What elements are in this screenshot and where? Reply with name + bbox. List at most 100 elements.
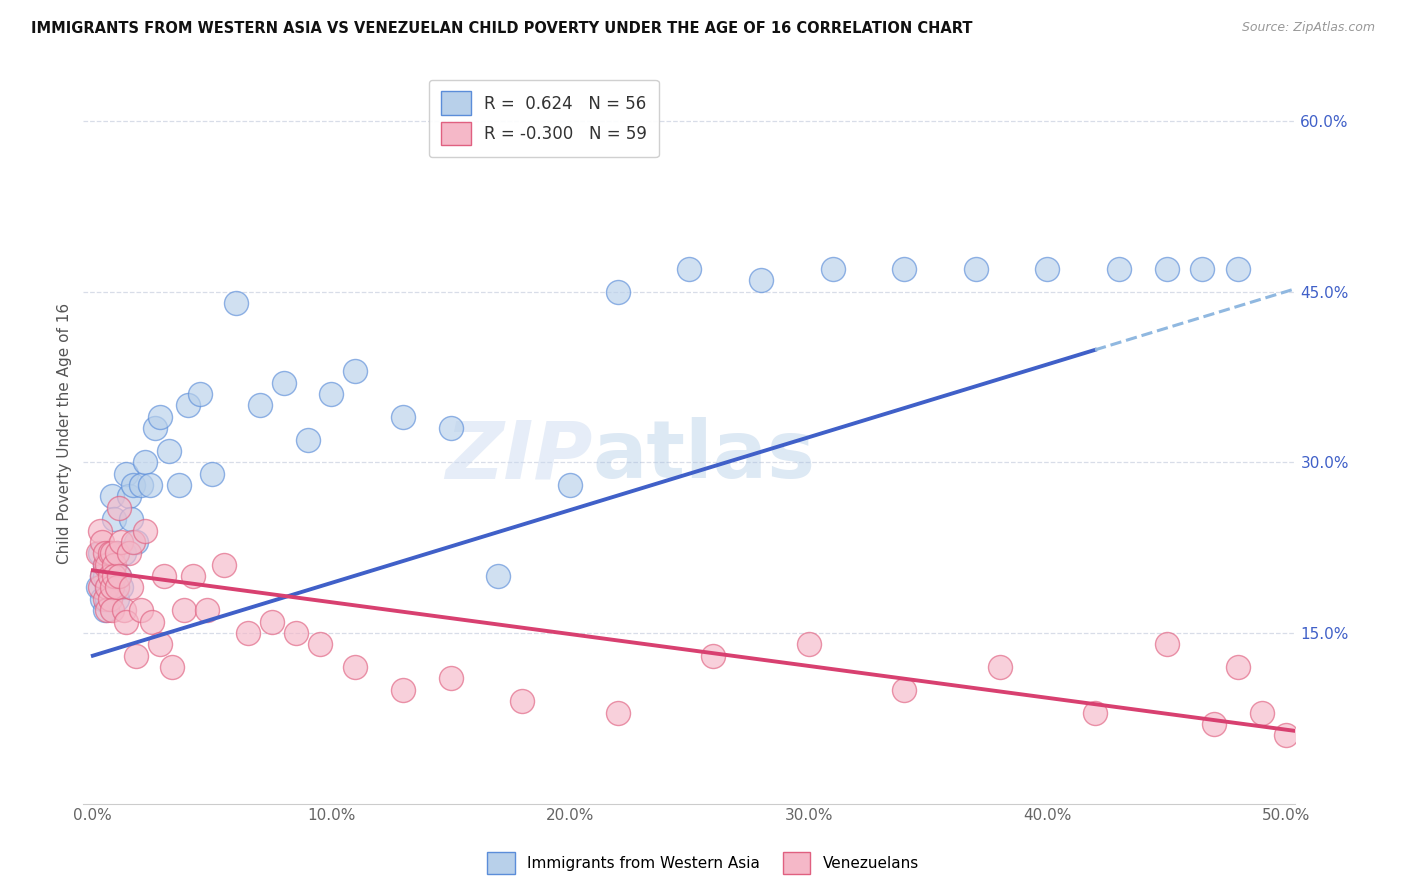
Point [1191,261,1213,276]
Point [115,467,138,481]
Point [101,546,124,560]
Y-axis label: Child Poverty Under the Age of 16: Child Poverty Under the Age of 16 [58,303,72,565]
Point [86,581,108,595]
Point [344,364,367,378]
Point [89,581,111,595]
Point [440,672,463,686]
Point [1156,261,1178,276]
Point [105,546,128,560]
Point [1227,261,1250,276]
Text: Source: ZipAtlas.com: Source: ZipAtlas.com [1241,21,1375,34]
Point [96,591,118,606]
Legend: Immigrants from Western Asia, Venezuelans: Immigrants from Western Asia, Venezuelan… [481,846,925,880]
Point [120,581,142,595]
Point [167,478,190,492]
Point [749,273,772,287]
Point [96,558,118,572]
Point [110,581,132,595]
Point [297,433,319,447]
Point [105,591,128,606]
Point [125,648,148,663]
Point [91,569,114,583]
Point [606,285,628,299]
Point [195,603,218,617]
Point [284,626,307,640]
Point [797,637,820,651]
Point [160,660,183,674]
Point [134,455,156,469]
Point [94,603,117,617]
Point [108,569,131,583]
Point [86,546,108,560]
Point [98,546,121,560]
Point [98,569,121,583]
Point [893,261,915,276]
Point [260,615,283,629]
Point [120,512,142,526]
Point [308,637,330,651]
Point [117,490,139,504]
Point [94,591,117,606]
Point [1156,637,1178,651]
Point [1275,728,1298,742]
Point [91,535,114,549]
Point [112,546,135,560]
Point [201,467,224,481]
Point [1084,706,1107,720]
Point [98,569,121,583]
Point [96,581,118,595]
Point [101,490,124,504]
Point [188,387,211,401]
Point [115,615,138,629]
Point [344,660,367,674]
Point [129,603,152,617]
Point [103,569,125,583]
Point [139,478,162,492]
Point [91,569,114,583]
Point [91,591,114,606]
Point [108,500,131,515]
Point [821,261,844,276]
Point [321,387,343,401]
Point [392,682,415,697]
Point [273,376,295,390]
Point [89,546,111,560]
Point [177,398,200,412]
Point [181,569,204,583]
Point [129,478,152,492]
Text: atlas: atlas [592,417,815,495]
Point [392,409,415,424]
Point [157,444,180,458]
Point [149,637,172,651]
Point [98,591,121,606]
Point [488,569,510,583]
Point [94,569,117,583]
Point [108,569,131,583]
Point [143,421,166,435]
Point [125,535,148,549]
Point [149,409,172,424]
Point [1251,706,1274,720]
Point [103,512,125,526]
Point [101,581,124,595]
Point [212,558,235,572]
Point [101,581,124,595]
Point [965,261,987,276]
Point [98,546,121,560]
Point [988,660,1011,674]
Point [236,626,259,640]
Point [1036,261,1059,276]
Point [141,615,163,629]
Point [1227,660,1250,674]
Point [105,546,128,560]
Point [105,581,128,595]
Point [94,558,117,572]
Point [678,261,700,276]
Point [103,558,125,572]
Point [103,558,125,572]
Point [702,648,724,663]
Text: ZIP: ZIP [446,417,592,495]
Point [117,546,139,560]
Point [893,682,915,697]
Point [101,603,124,617]
